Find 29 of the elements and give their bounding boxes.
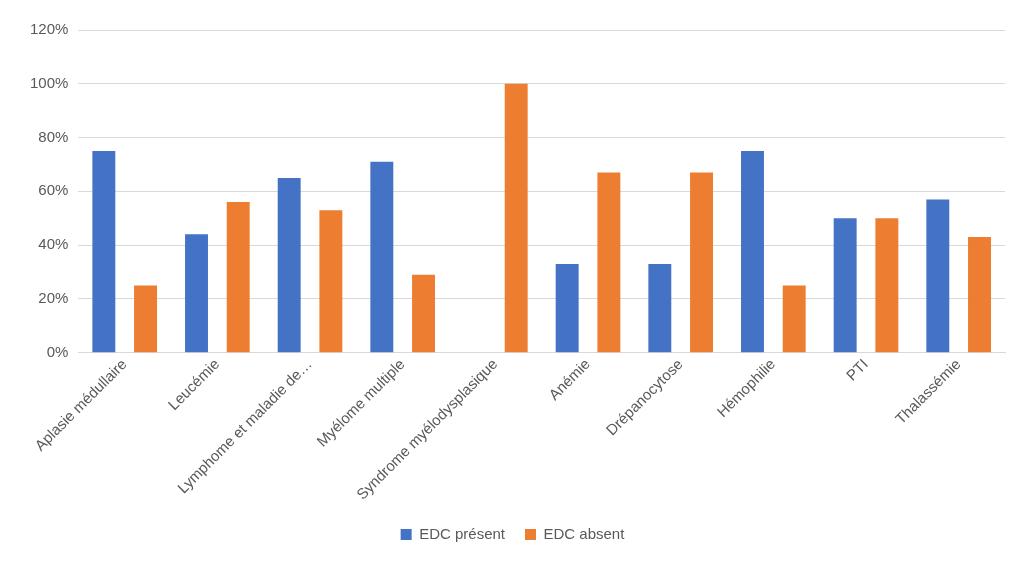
y-tick-label: 120% bbox=[29, 20, 69, 38]
y-tick-label: 100% bbox=[29, 73, 69, 91]
bar bbox=[555, 263, 579, 353]
x-tick-label: PTI bbox=[842, 355, 872, 384]
bar bbox=[648, 263, 672, 353]
y-tick-label: 0% bbox=[46, 342, 69, 360]
bar bbox=[504, 83, 528, 353]
bar bbox=[741, 151, 764, 353]
y-tick-label: 80% bbox=[38, 127, 69, 145]
bar bbox=[968, 237, 991, 353]
bar bbox=[690, 172, 713, 353]
bar bbox=[412, 274, 435, 353]
bar bbox=[782, 285, 806, 353]
bar bbox=[277, 177, 301, 353]
legend-label: EDC présent bbox=[419, 524, 506, 542]
bar bbox=[92, 151, 116, 353]
bar bbox=[597, 172, 621, 353]
bar bbox=[370, 161, 394, 353]
bar bbox=[926, 199, 950, 353]
bar bbox=[185, 234, 208, 353]
bar bbox=[134, 285, 158, 353]
y-tick-label: 20% bbox=[38, 289, 69, 307]
bar bbox=[875, 218, 899, 353]
legend-label: EDC absent bbox=[543, 524, 626, 542]
bar bbox=[319, 210, 343, 353]
y-tick-label: 40% bbox=[38, 235, 69, 253]
y-tick-label: 60% bbox=[38, 181, 69, 199]
bar bbox=[226, 202, 250, 353]
bar bbox=[833, 218, 857, 353]
